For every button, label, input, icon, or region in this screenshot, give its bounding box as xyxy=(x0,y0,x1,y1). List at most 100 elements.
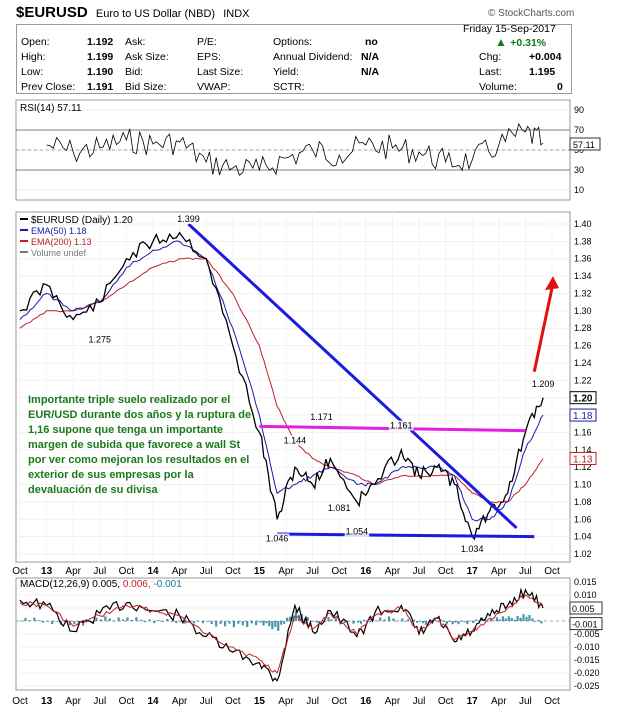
legend-label: $EURUSD (Daily) 1.20 xyxy=(31,215,133,226)
macd-histogram-bar xyxy=(507,616,510,621)
macd-histogram-bar xyxy=(439,619,442,621)
price-tick-label: 1.12 xyxy=(574,462,592,472)
symbol: $EURUSD xyxy=(16,4,88,21)
q-label: P/E: xyxy=(197,36,217,48)
annotation-bg xyxy=(389,420,414,431)
x-tick-label: Jul xyxy=(519,566,532,577)
macd-histogram-bar xyxy=(286,617,289,621)
q-label: Low: xyxy=(21,66,44,78)
x-tick-label: Jul xyxy=(93,566,106,577)
macd-tick-label: -0.005 xyxy=(574,629,600,639)
macd-histogram-bar xyxy=(179,621,182,622)
macd-histogram-bar xyxy=(306,617,309,621)
macd-x-tick-label: Oct xyxy=(544,696,560,707)
macd-x-tick-label: Oct xyxy=(225,696,241,707)
macd-histogram-bar xyxy=(516,616,519,621)
macd-histogram-bar xyxy=(330,619,333,621)
macd-x-tick-label: Oct xyxy=(331,696,347,707)
annotation-bg xyxy=(459,543,485,554)
macd-histogram-bar xyxy=(99,619,102,621)
macd-histogram-bar xyxy=(82,621,85,626)
macd-x-tick-label: 16 xyxy=(360,696,372,707)
x-tick-label: Apr xyxy=(385,566,401,577)
macd-histogram-bar xyxy=(121,619,125,621)
macd-histogram-bar xyxy=(104,616,107,621)
macd-x-tick-label: Apr xyxy=(172,696,188,707)
x-tick-label: Apr xyxy=(65,566,81,577)
macd-histogram-bar xyxy=(228,621,231,624)
macd-histogram-bar xyxy=(170,621,173,622)
x-tick-label: 13 xyxy=(41,566,53,577)
macd-histogram-bar xyxy=(153,621,156,624)
macd-histogram-bar xyxy=(139,619,142,621)
macd-histogram-bar xyxy=(472,621,475,624)
macd-histogram-bar xyxy=(46,621,49,622)
macd-histogram-bar xyxy=(348,620,351,622)
macd-histogram-bar xyxy=(108,618,111,621)
price-annotation: 1.081 xyxy=(328,503,351,513)
macd-histogram-bar xyxy=(250,621,253,624)
price-annotation: 1.209 xyxy=(532,379,555,389)
price-tick-label: 1.34 xyxy=(574,271,592,281)
annotation-bg xyxy=(326,503,352,514)
x-tick-label: Oct xyxy=(119,566,135,577)
x-tick-label: Oct xyxy=(12,566,28,577)
annotation-bg xyxy=(176,213,201,224)
macd-histogram-bar xyxy=(271,621,274,630)
macd-histogram-bar xyxy=(312,621,315,622)
q-label: Volume: xyxy=(479,81,517,93)
support-line xyxy=(277,532,535,539)
legend-label: EMA(50) 1.18 xyxy=(31,226,87,236)
macd-histogram-bar xyxy=(73,621,76,625)
macd-histogram-bar xyxy=(519,617,522,621)
rsi-line xyxy=(46,122,544,176)
q-label: Yield: xyxy=(273,66,299,78)
macd-histogram-bar xyxy=(324,621,327,622)
macd-histogram-bar xyxy=(387,616,391,621)
price-tick-label: 1.08 xyxy=(574,497,592,507)
q-label: EPS: xyxy=(197,51,221,63)
rsi-tick-label: 10 xyxy=(574,185,584,195)
q-value: 1.195 xyxy=(529,66,556,78)
macd-x-tick-label: Jul xyxy=(200,696,213,707)
rsi-title: RSI(14) 57.11 xyxy=(20,103,82,114)
price-annotation: 1.275 xyxy=(89,335,112,345)
macd-histogram-bar xyxy=(513,619,516,621)
macd-histogram-bar xyxy=(451,621,454,625)
price-annotation: 1.399 xyxy=(177,214,200,224)
x-tick-label: Apr xyxy=(491,566,507,577)
x-tick-label: Oct xyxy=(225,566,241,577)
q-label: Open: xyxy=(21,36,50,48)
legend-swatch xyxy=(20,251,28,253)
macd-histogram-bar xyxy=(283,621,286,624)
macd-histogram-bar xyxy=(486,620,490,622)
q-label: SCTR: xyxy=(273,81,305,93)
pct-change: ▲ +0.31% xyxy=(495,35,547,49)
macd-histogram-bar xyxy=(537,619,540,621)
q-value: no xyxy=(365,36,378,48)
q-label: High: xyxy=(21,51,46,63)
x-tick-label: 16 xyxy=(360,566,372,577)
macd-histogram-bar xyxy=(457,621,460,625)
q-value: N/A xyxy=(361,66,380,78)
price-tick-label: 1.14 xyxy=(574,445,592,455)
macd-histogram-bar xyxy=(246,621,249,627)
macd-last-box xyxy=(569,617,603,631)
macd-histogram-bar xyxy=(24,617,27,621)
macd-histogram-bar xyxy=(197,620,200,622)
macd-histogram-bar xyxy=(37,620,40,621)
price-panel: 1.02 1.04 1.06 1.08 1.10 1.12 1.14 1.16 1.18 1.20… xyxy=(12,211,597,577)
analysis-note: Importante triple suelo realizado por el… xyxy=(28,394,252,496)
macd-histogram-bar xyxy=(20,620,23,622)
downtrend-line xyxy=(187,222,518,530)
macd-histogram-bar xyxy=(215,621,218,627)
instrument-name: Euro to US Dollar (NBD) xyxy=(95,8,216,20)
macd-x-tick-label: Jul xyxy=(93,696,106,707)
site-credit[interactable]: © StockCharts.com xyxy=(488,8,575,19)
macd-histogram-bar xyxy=(454,621,457,623)
macd-histogram-bar xyxy=(201,621,204,624)
breakout-arrow xyxy=(532,287,554,372)
q-label: Bid: xyxy=(125,66,144,78)
q-label: Annual Dividend: xyxy=(273,51,353,63)
macd-histogram-bar xyxy=(522,614,525,621)
